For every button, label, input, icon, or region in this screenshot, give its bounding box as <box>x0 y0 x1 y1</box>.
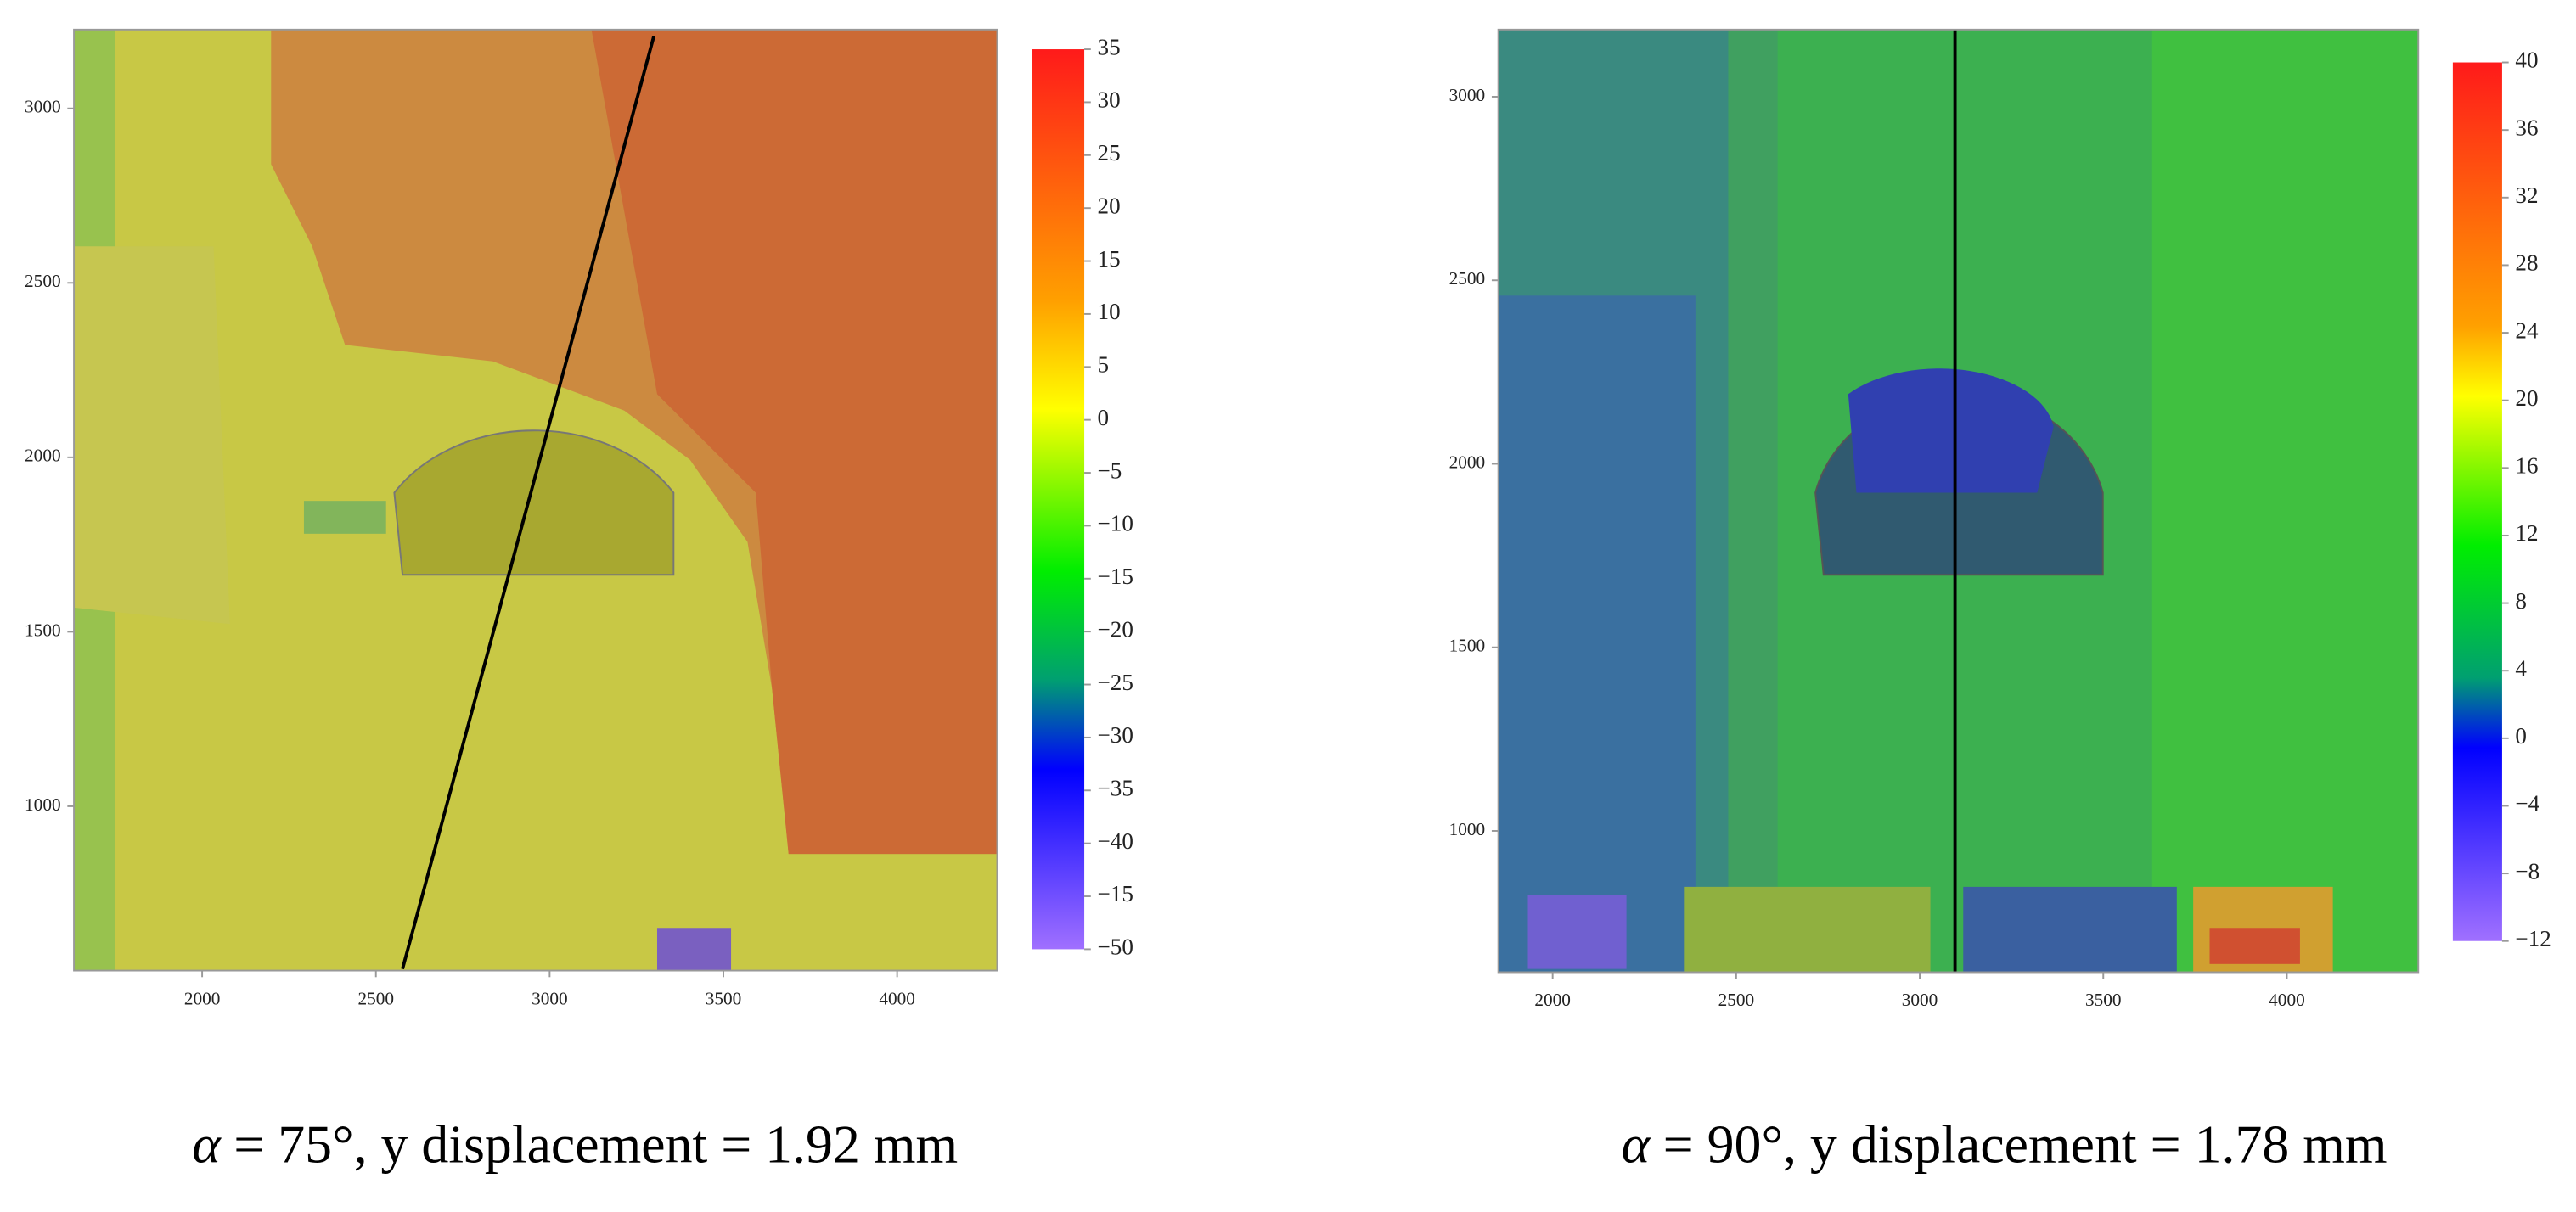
x-tick-label: 2500 <box>1718 990 1755 1010</box>
caption-symbol: α <box>1622 1114 1651 1174</box>
colorbar-tick-label: −30 <box>1098 722 1133 748</box>
x-tick-label: 3500 <box>706 988 742 1008</box>
colorbar-tick-label: 40 <box>2515 48 2538 73</box>
colorbar-tick-label: 20 <box>1098 193 1121 218</box>
plot-frame <box>73 28 998 972</box>
caption-text: = 75°, y displacement = 1.92 mm <box>233 1114 958 1174</box>
y-tick-label: 2000 <box>1449 452 1486 472</box>
colorbar-tick-label: −15 <box>1098 881 1133 906</box>
colorbar-tick-label: −4 <box>2515 791 2539 816</box>
colorbar-tick-label: 28 <box>2515 250 2538 276</box>
field-right <box>1498 29 2419 973</box>
colorbar-tick-label: 32 <box>2515 182 2538 208</box>
colorbar-tick-label: 4 <box>2515 655 2527 681</box>
colorbar <box>1032 49 1085 950</box>
colorbar-tick-label: 24 <box>2515 317 2539 343</box>
colorbar-tick-label: −8 <box>2515 858 2539 884</box>
y-tick-label: 1500 <box>1449 636 1486 656</box>
colorbar <box>2452 62 2502 941</box>
caption-text: = 90°, y displacement = 1.78 mm <box>1663 1114 2388 1174</box>
colorbar-tick-label: −40 <box>1098 828 1133 854</box>
colorbar-tick-label: −10 <box>1098 511 1133 536</box>
colorbar-tick-label: −12 <box>2515 926 2551 951</box>
x-tick-label: 2000 <box>1534 990 1571 1010</box>
y-tick-label: 3000 <box>25 97 61 117</box>
colorbar-tick-label: −20 <box>1098 616 1133 642</box>
colorbar-tick-label: 5 <box>1098 352 1110 378</box>
caption-symbol: α <box>192 1114 222 1174</box>
colorbar-tick-label: 16 <box>2515 453 2538 479</box>
colorbar-tick-label: 0 <box>1098 405 1110 430</box>
x-tick-label: 3000 <box>1902 990 1938 1010</box>
y-tick-label: 1000 <box>25 794 61 815</box>
colorbar-tick-label: 8 <box>2515 588 2527 614</box>
colorbar-tick-label: 25 <box>1098 140 1121 166</box>
colorbar-tick-label: −35 <box>1098 776 1133 801</box>
x-tick-label: 2500 <box>357 988 394 1008</box>
colorbar-tick-label: −5 <box>1098 457 1122 483</box>
caption: α = 90°, y displacement = 1.78 mm <box>1622 1114 2388 1174</box>
x-tick-label: 3500 <box>2085 990 2122 1010</box>
y-tick-label: 2500 <box>1449 268 1486 289</box>
y-tick-label: 1500 <box>25 620 61 640</box>
y-tick-label: 2000 <box>25 446 61 466</box>
colorbar-tick-label: 36 <box>2515 115 2538 140</box>
colorbar-tick-label: 0 <box>2515 723 2527 749</box>
x-tick-label: 2000 <box>184 988 221 1008</box>
colorbar-tick-label: 10 <box>1098 299 1121 324</box>
colorbar-tick-label: 35 <box>1098 34 1121 59</box>
colorbar-tick-label: 12 <box>2515 520 2538 546</box>
x-tick-label: 3000 <box>532 988 568 1008</box>
y-tick-label: 3000 <box>1449 85 1486 105</box>
y-tick-label: 1000 <box>1449 819 1486 839</box>
x-tick-label: 4000 <box>2269 990 2305 1010</box>
y-tick-label: 2500 <box>25 271 61 291</box>
colorbar-tick-label: −15 <box>1098 564 1133 589</box>
plot-frame <box>1497 28 2420 974</box>
colorbar-tick-label: 20 <box>2515 385 2538 411</box>
colorbar-tick-label: 30 <box>1098 87 1121 113</box>
colorbar-tick-label: −50 <box>1098 934 1133 960</box>
colorbar-tick-label: −25 <box>1098 670 1133 695</box>
colorbar-tick-label: 15 <box>1098 246 1121 272</box>
caption: α = 75°, y displacement = 1.92 mm <box>192 1114 958 1174</box>
field-left <box>74 29 998 971</box>
x-tick-label: 4000 <box>879 988 915 1008</box>
